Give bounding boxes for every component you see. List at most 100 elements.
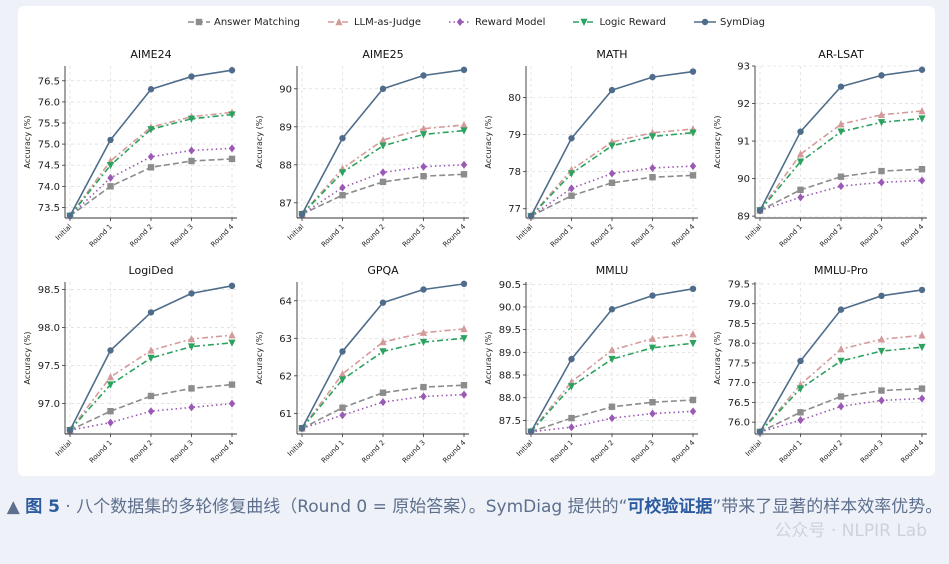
data-point xyxy=(228,282,236,289)
x-tick-label: Round 3 xyxy=(169,439,195,465)
series-line xyxy=(301,173,465,215)
data-point xyxy=(918,385,926,392)
series-symdiag xyxy=(527,285,697,435)
y-tick-label: 73.5 xyxy=(38,203,60,214)
series-logic-reward xyxy=(298,335,468,433)
y-tick-label: 79.0 xyxy=(728,299,750,310)
y-tick-label: 90.0 xyxy=(499,302,521,313)
y-tick-label: 90 xyxy=(279,84,292,95)
chart-panel-gpqa: GPQA 61 62 63 64 Initial Round 1 Round 2 Round 3… xyxy=(250,262,472,480)
data-point xyxy=(228,399,236,408)
chart-svg: GPQA 61 62 63 64 Initial Round 1 Round 2 Round 3… xyxy=(255,264,469,465)
legend-swatch xyxy=(327,18,350,26)
series-line xyxy=(759,179,923,212)
series-reward-model xyxy=(756,176,926,215)
data-point xyxy=(648,334,657,342)
chart-title: MMLU xyxy=(596,264,629,277)
data-point xyxy=(66,427,74,434)
data-point xyxy=(188,157,195,165)
data-point xyxy=(379,168,387,177)
x-tick-label: Round 1 xyxy=(320,439,346,465)
figure: Answer Matching LLM-as-Judge Reward Model L… xyxy=(18,6,935,476)
legend-label: Logic Reward xyxy=(599,16,667,28)
data-point xyxy=(608,169,616,178)
legend-item: LLM-as-Judge xyxy=(327,14,421,30)
data-point xyxy=(756,207,764,214)
data-point xyxy=(379,348,387,356)
y-tick-label: 87 xyxy=(279,198,292,209)
chart-svg: AIME24 73.5 74.0 74.5 75.0 75.5 76.0 76.5 Initia… xyxy=(23,48,237,249)
data-point xyxy=(918,166,926,173)
x-tick-label: Initial xyxy=(54,223,73,242)
chart-title: LogiDed xyxy=(129,264,174,277)
x-tick-label: Round 1 xyxy=(778,223,804,249)
data-point xyxy=(608,86,616,94)
chart-title: AIME25 xyxy=(362,48,403,61)
x-tick-label: Round 4 xyxy=(670,222,696,248)
y-tick-label: 87.5 xyxy=(499,416,521,427)
x-tick-label: Round 1 xyxy=(320,223,346,249)
data-point xyxy=(878,396,885,405)
data-point xyxy=(460,171,468,178)
y-tick-label: 98.0 xyxy=(38,323,60,334)
data-point xyxy=(878,387,885,394)
data-point xyxy=(877,335,886,343)
series-line xyxy=(69,402,233,431)
data-point xyxy=(107,418,114,427)
data-point xyxy=(649,174,656,181)
chart-svg: MATH 77 78 79 80 Initial Round 1 Round 2 Round 3… xyxy=(484,48,698,249)
x-tick-label: Round 4 xyxy=(899,222,925,248)
data-point xyxy=(187,335,196,343)
y-tick-label: 77.0 xyxy=(728,378,750,389)
x-tick-label: Round 4 xyxy=(670,438,696,464)
data-point xyxy=(228,111,236,119)
legend-swatch xyxy=(187,18,210,26)
data-point xyxy=(689,129,697,137)
data-point xyxy=(460,280,468,288)
data-point xyxy=(878,72,885,79)
data-point xyxy=(106,381,115,389)
x-tick-label: Initial xyxy=(515,439,534,458)
data-point xyxy=(420,72,427,79)
data-point xyxy=(796,158,805,166)
chart-title: GPQA xyxy=(367,264,399,277)
data-point xyxy=(527,212,535,220)
data-point xyxy=(608,403,616,410)
data-point xyxy=(420,173,427,180)
chart-title: AIME24 xyxy=(130,48,171,61)
x-tick-label: Round 3 xyxy=(401,439,427,465)
data-point xyxy=(797,357,804,365)
y-tick-label: 75.5 xyxy=(38,119,60,130)
data-point xyxy=(298,211,306,218)
legend-swatch xyxy=(573,18,596,26)
x-tick-label: Round 2 xyxy=(128,223,154,249)
data-point xyxy=(796,385,805,393)
legend: Answer Matching LLM-as-Judge Reward Model L… xyxy=(18,14,935,30)
data-point xyxy=(568,192,575,199)
data-point xyxy=(420,383,427,391)
data-point xyxy=(878,292,885,300)
data-point xyxy=(460,335,468,343)
y-tick-label: 91 xyxy=(737,137,750,148)
data-point xyxy=(689,285,697,293)
chart-title: MMLU-Pro xyxy=(814,264,868,277)
data-point xyxy=(147,407,155,416)
series-symdiag xyxy=(527,68,697,220)
y-tick-label: 88 xyxy=(279,160,292,171)
data-point xyxy=(608,414,616,423)
x-tick-label: Round 4 xyxy=(209,222,235,248)
data-point xyxy=(918,343,926,352)
series-line xyxy=(301,393,465,430)
series-symdiag xyxy=(298,280,468,432)
y-tick-label: 76.5 xyxy=(38,76,60,87)
data-point xyxy=(837,173,845,180)
series-line xyxy=(759,397,923,433)
data-point xyxy=(460,390,468,399)
x-tick-label: Initial xyxy=(54,439,73,458)
data-point xyxy=(147,126,155,134)
data-point xyxy=(107,347,114,354)
data-point xyxy=(608,346,616,354)
y-tick-label: 78.5 xyxy=(728,319,750,330)
data-point xyxy=(689,396,697,404)
x-tick-label: Round 3 xyxy=(630,223,656,249)
